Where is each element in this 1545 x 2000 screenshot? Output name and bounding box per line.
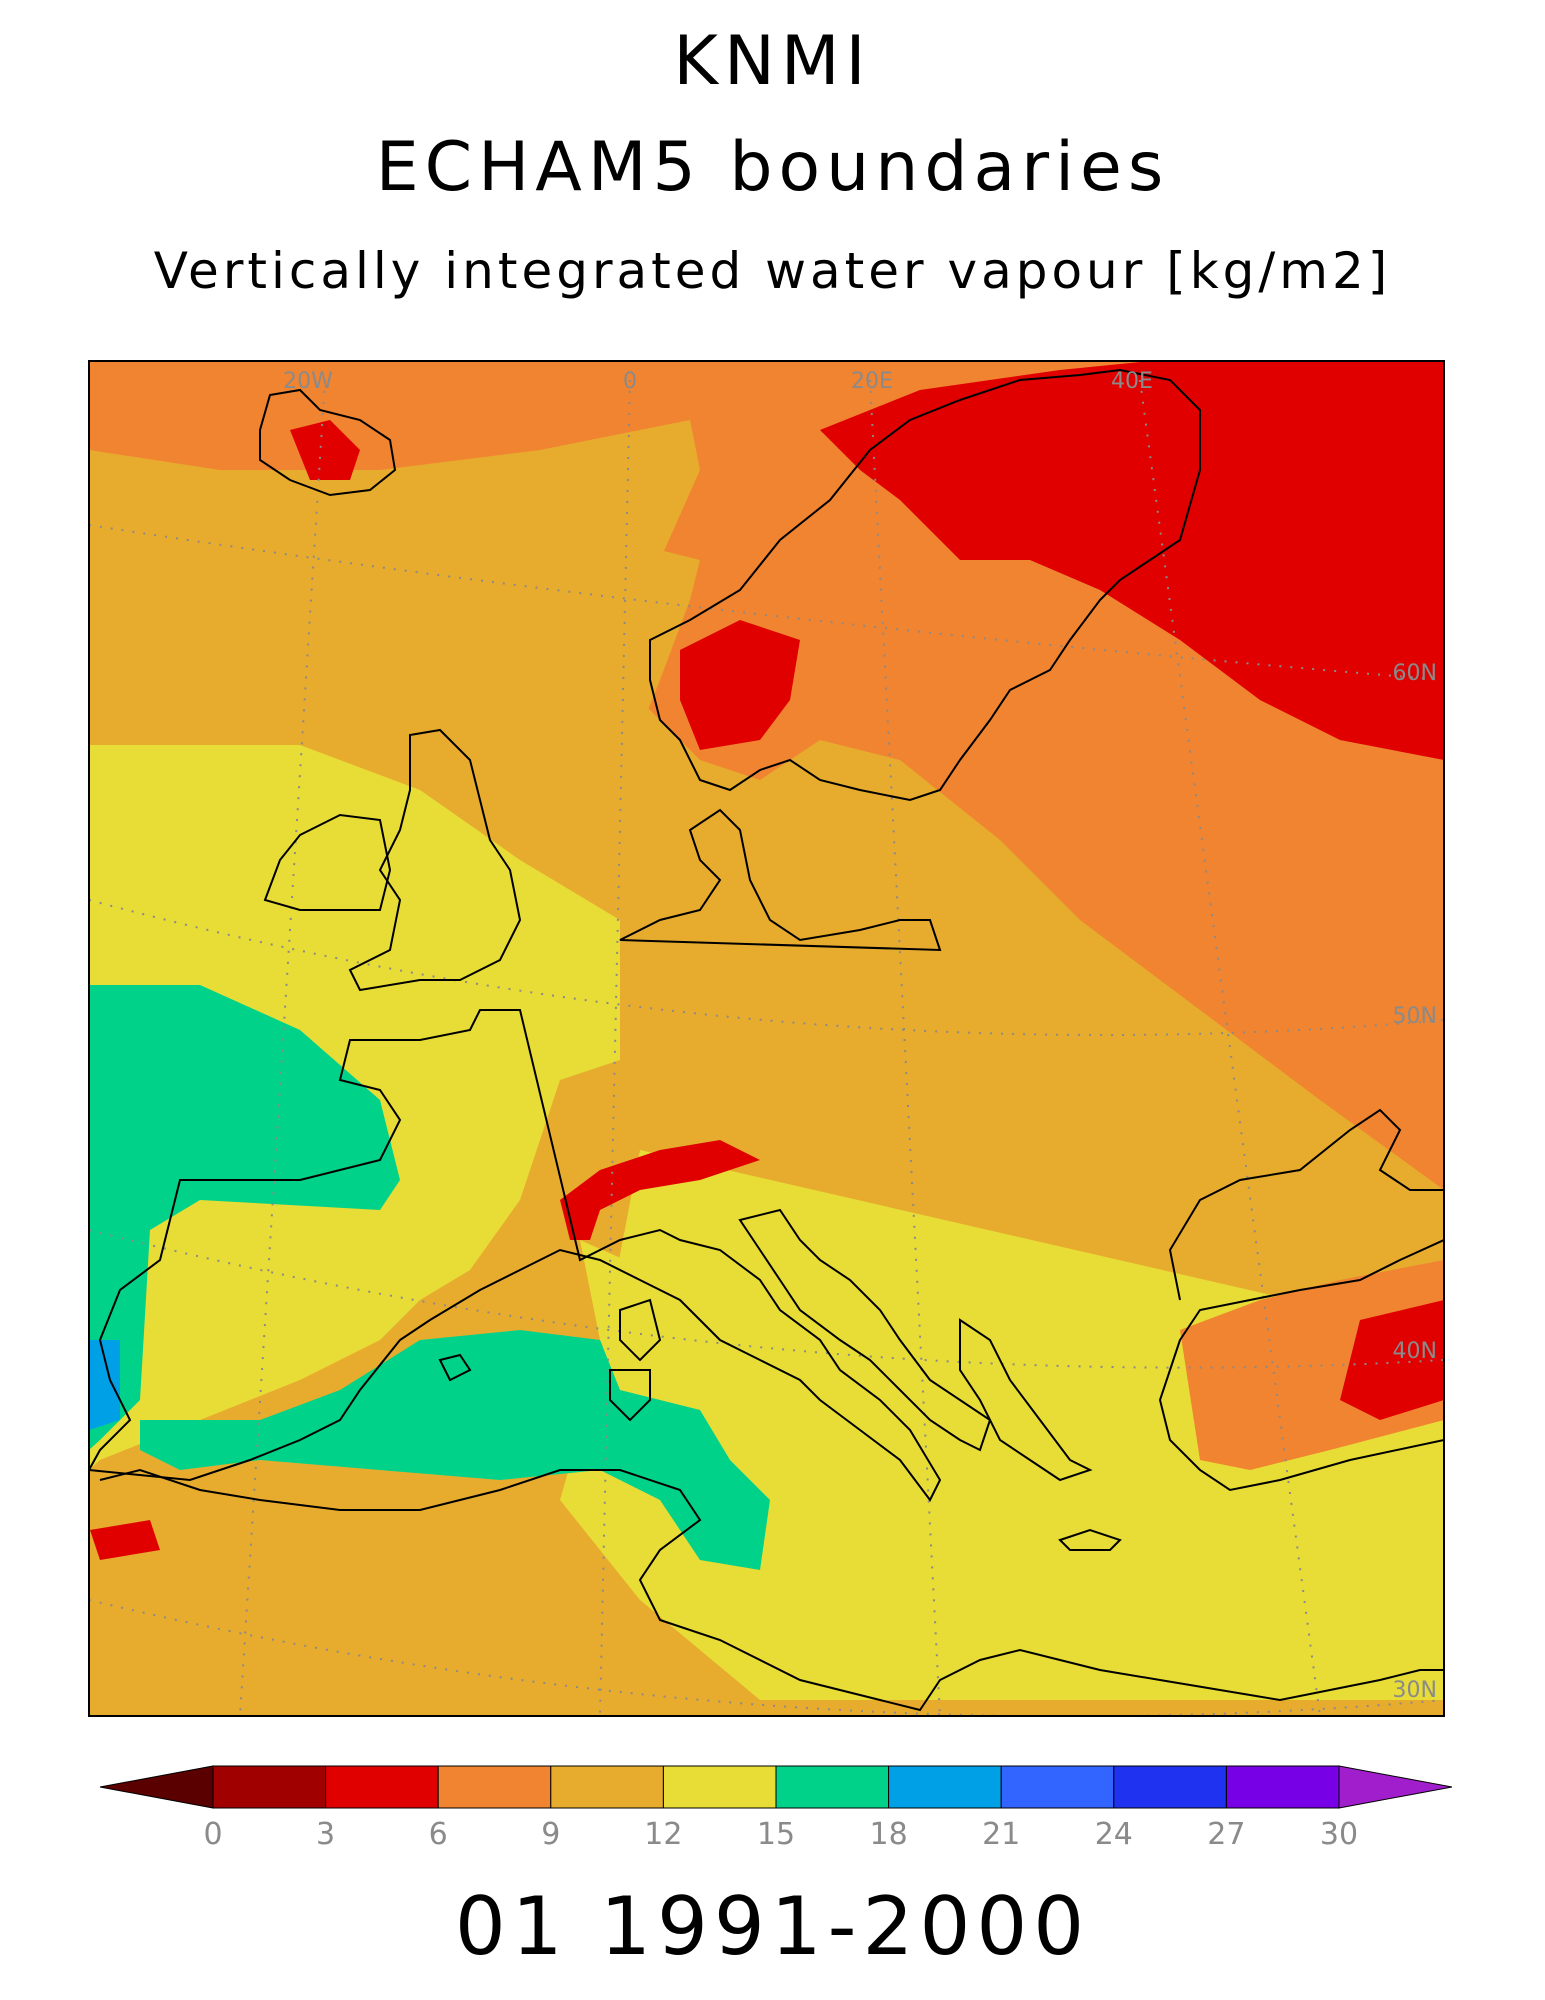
coastline-crete — [1058, 1528, 1122, 1551]
coastline-balearics — [438, 1353, 472, 1382]
colorbar-box-2 — [437, 1765, 552, 1809]
colorbar-tick-label: 30 — [1320, 1817, 1358, 1852]
coastline-sardinia — [619, 1298, 662, 1362]
colorbar: 0 3 6 9 12 15 18 21 24 27 30 — [99, 1765, 1453, 1852]
field-band-9-12-west — [89, 361, 690, 470]
label-lat-60n: 60N — [1393, 661, 1437, 686]
coastline-scandinavia — [649, 368, 1201, 802]
label-lat-50n: 50N — [1393, 1004, 1437, 1029]
colorbar-box-1 — [325, 1765, 439, 1809]
chart-title-line3: Vertically integrated water vapour [kg/m… — [153, 242, 1392, 300]
colorbar-tick-label: 3 — [316, 1817, 335, 1852]
colorbar-tick-label: 9 — [541, 1817, 560, 1852]
colorbar-tick-label: 18 — [870, 1817, 908, 1852]
colorbar-box-6 — [888, 1765, 1002, 1809]
coastline-anatolia — [1158, 1238, 1444, 1492]
coastline-balkans — [959, 1318, 1093, 1482]
coastline-ireland — [263, 813, 392, 911]
colorbar-box-9 — [1225, 1765, 1340, 1809]
colorbar-box-0 — [212, 1765, 327, 1809]
coastline-north-sea — [619, 808, 942, 952]
colorbar-box-5 — [775, 1765, 890, 1809]
colorbar-tick-label: 15 — [757, 1817, 795, 1852]
label-lon-0: 0 — [623, 369, 637, 394]
field-band-12-15-nw — [89, 470, 700, 820]
chart-title-line1: KNMI — [673, 22, 872, 101]
graticule-lat-60n — [89, 524, 1444, 681]
colorbar-box-3 — [550, 1765, 664, 1809]
coastline-north-africa — [99, 1468, 1444, 1712]
label-lon-20w: 20W — [283, 369, 333, 394]
field-band-6-9-northeast — [820, 361, 1444, 760]
period-label: 01 1991-2000 — [454, 1880, 1091, 1973]
colorbar-tick-label: 12 — [644, 1817, 682, 1852]
graticule-lat-30n — [89, 1599, 1444, 1716]
chart-title-line2: ECHAM5 boundaries — [375, 128, 1170, 207]
colorbar-box-4 — [662, 1765, 777, 1809]
field-band-6-9-norway — [680, 620, 800, 750]
coastline-iceland — [259, 388, 397, 497]
map-frame — [88, 360, 1445, 1717]
coastline-western-europe — [89, 1009, 942, 1502]
coastline-great-britain — [348, 728, 522, 992]
field-band-15-18-south — [560, 1150, 1444, 1700]
field-band-15-18-italy — [580, 1240, 940, 1560]
field-band-6-9-anatolia — [1340, 1300, 1444, 1420]
colorbar-tick-label: 6 — [429, 1817, 448, 1852]
field-band-6-9-alps — [560, 1140, 760, 1240]
graticule — [89, 379, 1444, 1716]
label-lon-20e: 20E — [851, 369, 893, 394]
coastlines — [89, 368, 1444, 1712]
label-lat-30n: 30N — [1393, 1678, 1437, 1703]
colorbar-arrow-low — [99, 1765, 214, 1809]
colorbar-tick-label: 21 — [982, 1817, 1020, 1852]
field-band-6-9-atlas — [90, 1520, 160, 1560]
graticule-lon-40e — [1139, 379, 1321, 1716]
colorbar-box-7 — [1000, 1765, 1115, 1809]
colorbar-tick-label: 27 — [1207, 1817, 1245, 1852]
coastline-black-sea — [1168, 1108, 1444, 1301]
colorbar-arrow-high — [1338, 1765, 1453, 1809]
map-field — [89, 361, 1444, 1716]
colorbar-tick-label: 0 — [203, 1817, 222, 1852]
colorbar-tick-label: 24 — [1095, 1817, 1133, 1852]
coastline-sardinia-south — [609, 1369, 651, 1422]
field-band-18-21-atlantic — [89, 985, 400, 1450]
label-lat-40n: 40N — [1393, 1339, 1437, 1364]
field-band-6-9-iceland — [290, 420, 360, 480]
coastline-italy — [738, 1208, 992, 1452]
field-band-18-21-mediterranean — [140, 1330, 770, 1570]
colorbar-box-8 — [1113, 1765, 1227, 1809]
label-lon-40e: 40E — [1111, 369, 1153, 394]
field-band-21-24 — [89, 1340, 120, 1430]
